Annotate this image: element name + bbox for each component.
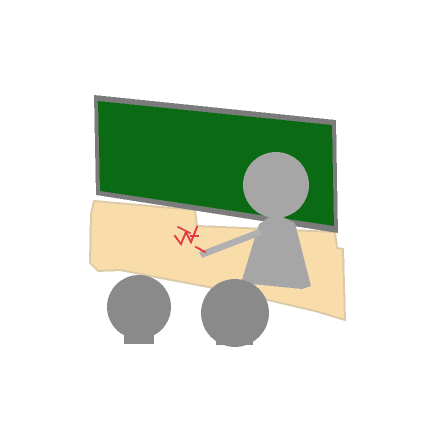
student-head-right <box>201 279 269 347</box>
teacher-head <box>243 152 309 218</box>
pointer-stick <box>199 229 262 258</box>
chalk-mark <box>173 225 207 254</box>
student-neck-left <box>124 332 154 344</box>
student-head-left <box>107 275 171 339</box>
student-neck-right <box>216 334 253 345</box>
